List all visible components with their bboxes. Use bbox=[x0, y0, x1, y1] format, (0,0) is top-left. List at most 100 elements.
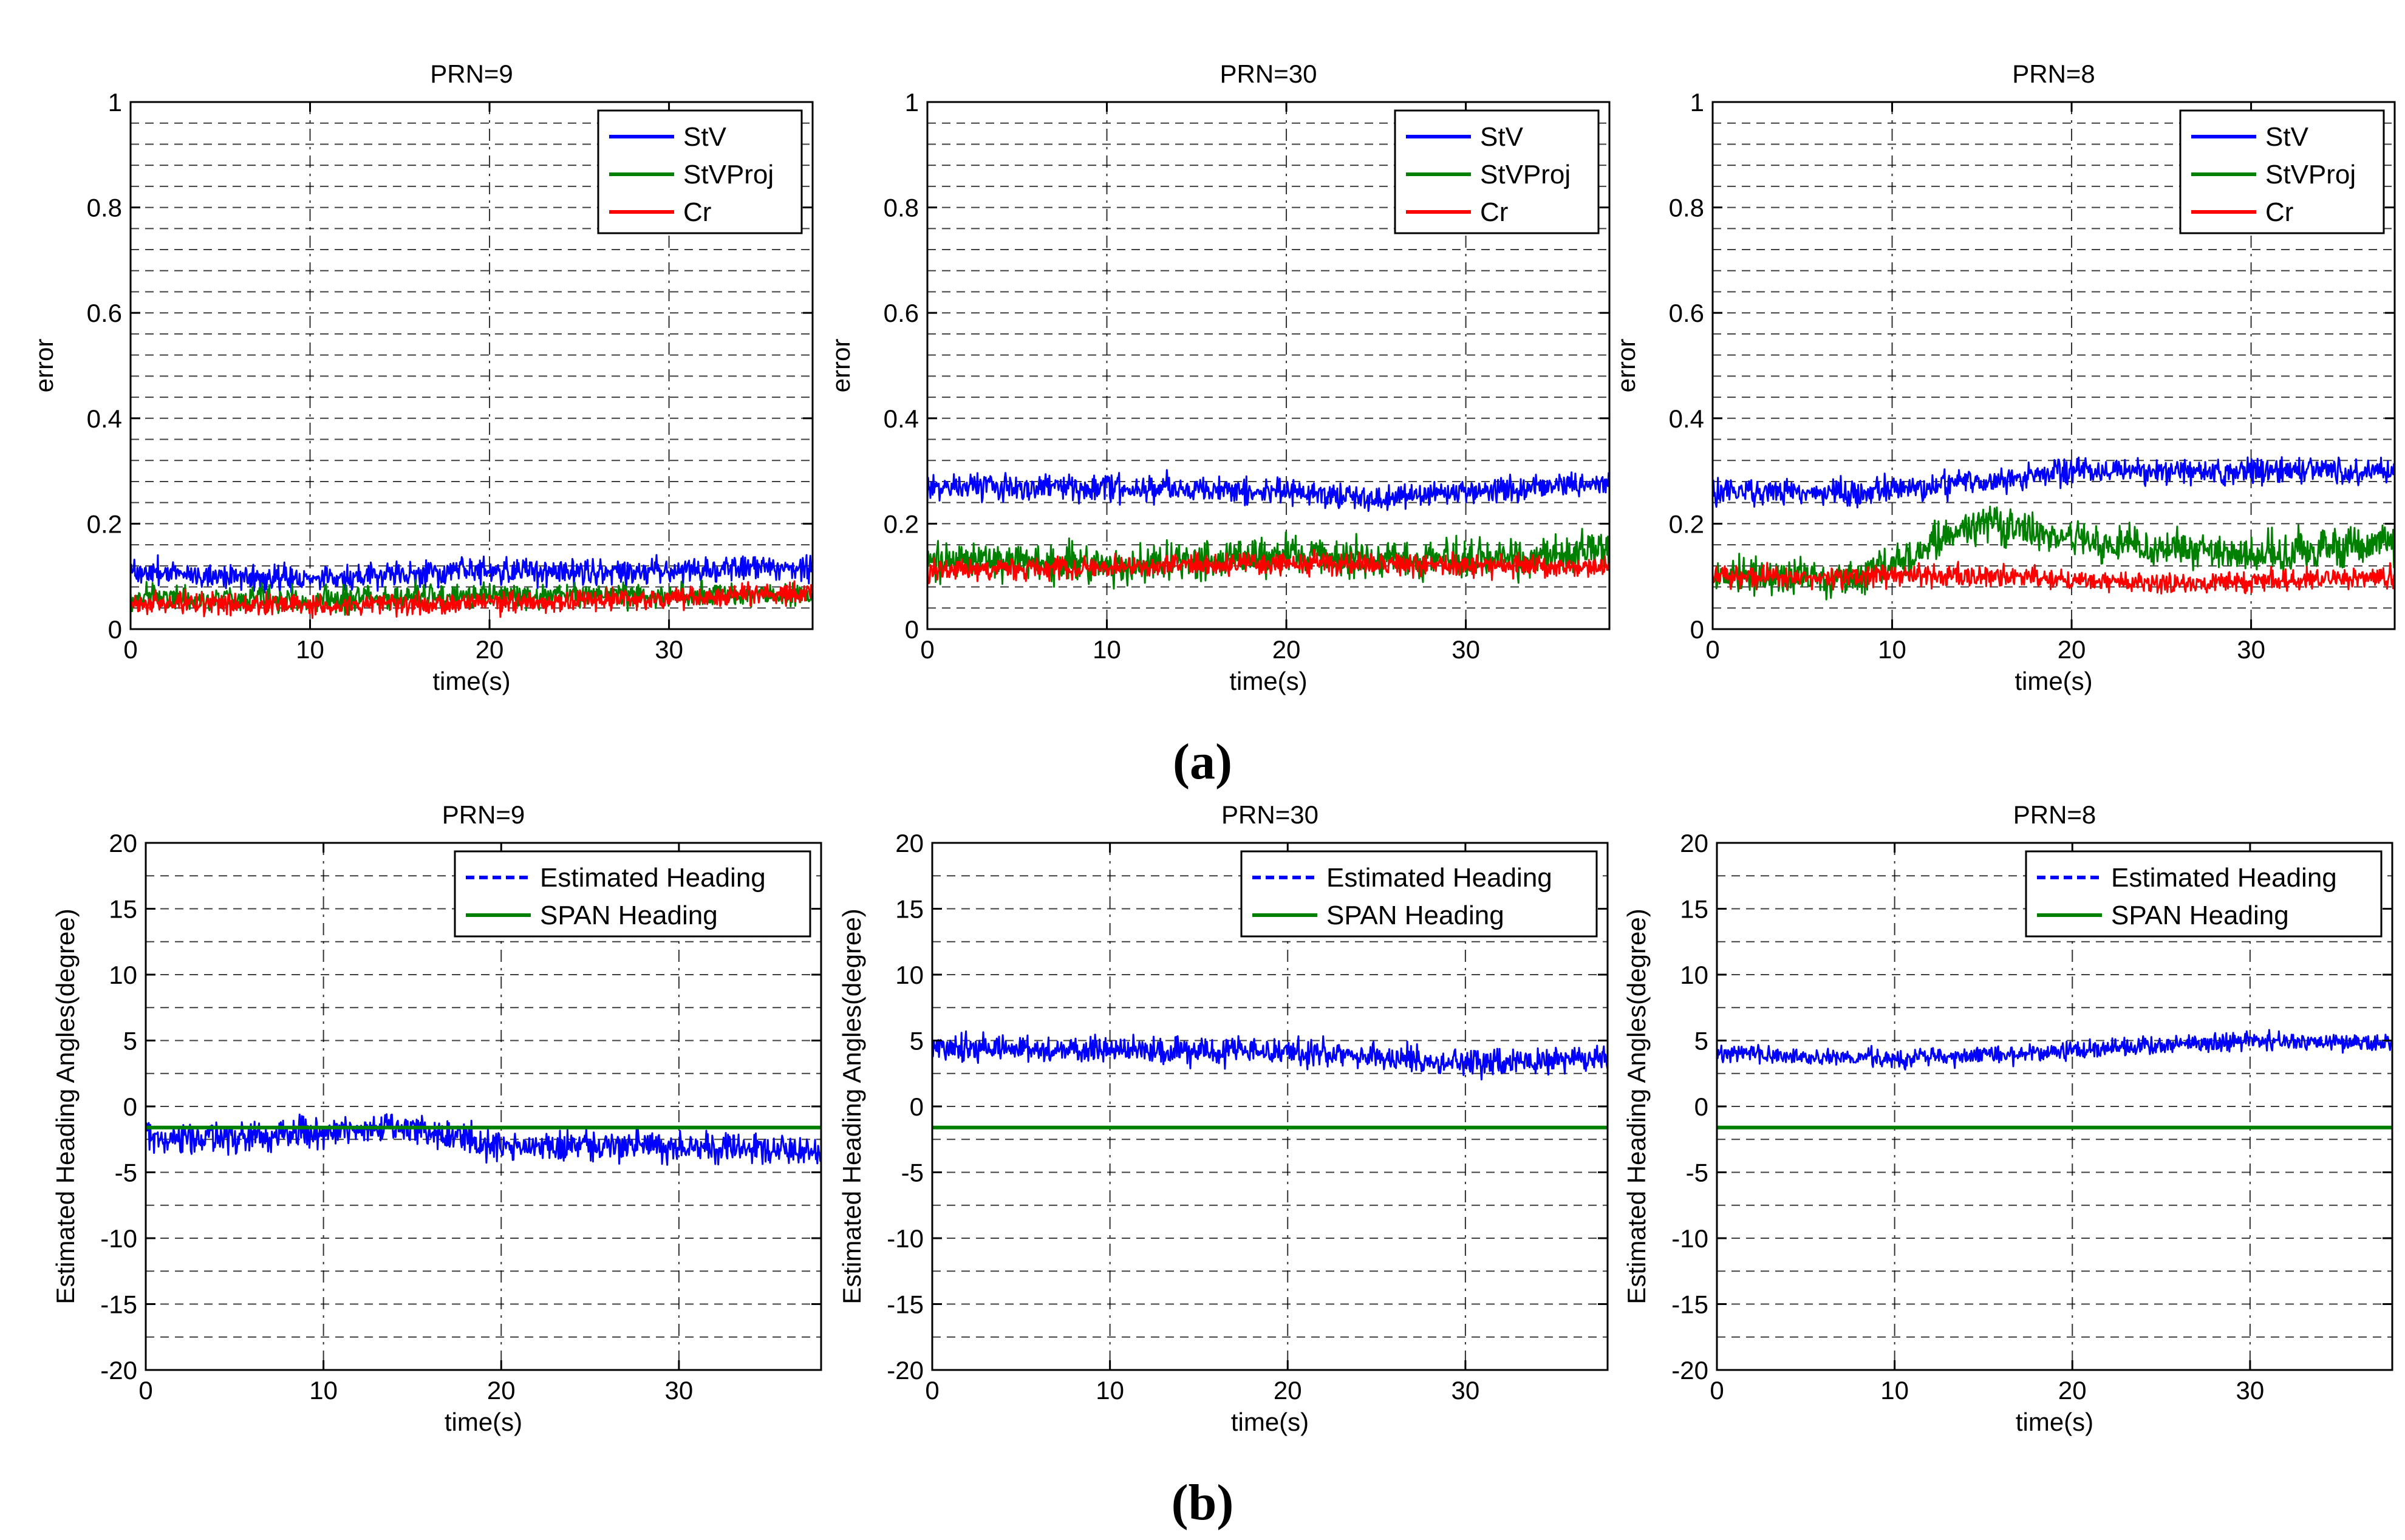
panel-label-b: (b) bbox=[1172, 1474, 1234, 1531]
y-tick-label: 10 bbox=[109, 961, 137, 989]
chart-title: PRN=30 bbox=[1221, 800, 1318, 829]
chart-4: 0 10 20 30 -20 -15 -10 -5 0 5 10 15 20 PRN=9 time(s) Es… bbox=[51, 800, 822, 1436]
legend-entry: Cr bbox=[683, 197, 711, 227]
y-tick-label: 0.4 bbox=[1669, 404, 1704, 433]
x-tick-label: 0 bbox=[138, 1376, 152, 1405]
x-tick-label: 0 bbox=[123, 635, 137, 664]
x-tick-label: 30 bbox=[1452, 1376, 1480, 1405]
x-tick-label: 30 bbox=[2236, 1376, 2265, 1405]
y-tick-label: 0 bbox=[123, 1092, 137, 1121]
x-axis-label: time(s) bbox=[445, 1408, 522, 1436]
x-tick-label: 20 bbox=[1274, 1376, 1302, 1405]
axes-frame bbox=[926, 101, 1611, 630]
y-tick-label: -15 bbox=[1671, 1290, 1708, 1319]
y-tick-label: 20 bbox=[1680, 829, 1708, 857]
series-line-stv bbox=[129, 554, 814, 594]
chart-title: PRN=9 bbox=[442, 800, 525, 829]
axes-frame bbox=[129, 101, 814, 630]
series-line-stv bbox=[926, 469, 1611, 512]
x-tick-label: 30 bbox=[665, 1376, 694, 1405]
y-tick-label: 0 bbox=[108, 615, 122, 644]
chart-6: 0 10 20 30 -20 -15 -10 -5 0 5 10 15 20 PRN=8 time(s) Es… bbox=[1622, 800, 2393, 1436]
series-line-estimated-heading bbox=[1716, 1029, 2393, 1071]
x-tick-label: 10 bbox=[1093, 635, 1121, 664]
y-tick-label: -15 bbox=[100, 1290, 137, 1319]
x-axis-label: time(s) bbox=[2016, 1408, 2093, 1436]
series-group bbox=[145, 1113, 822, 1166]
y-tick-label: 0.2 bbox=[1669, 509, 1704, 538]
ticks: 0 10 20 30 -20 -15 -10 -5 0 5 10 15 20 bbox=[100, 829, 821, 1405]
x-axis-label: time(s) bbox=[432, 667, 510, 695]
legend-entry: StV bbox=[1480, 122, 1524, 152]
y-tick-label: -10 bbox=[100, 1224, 137, 1253]
series-line-stvproj bbox=[1711, 505, 2396, 601]
y-tick-label: 0.6 bbox=[87, 299, 122, 327]
series-line-cr bbox=[129, 580, 813, 619]
legend: Estimated Heading SPAN Heading bbox=[2025, 850, 2383, 938]
y-tick-label: 0 bbox=[905, 615, 919, 644]
y-tick-label: 0.8 bbox=[1669, 194, 1704, 222]
x-tick-label: 0 bbox=[1710, 1376, 1724, 1405]
y-tick-label: -20 bbox=[887, 1356, 924, 1385]
y-tick-label: 20 bbox=[895, 829, 924, 857]
legend-entry: SPAN Heading bbox=[540, 901, 718, 930]
y-tick-label: 0 bbox=[1694, 1092, 1708, 1121]
x-tick-label: 0 bbox=[1705, 635, 1719, 664]
legend-entry: Cr bbox=[1480, 197, 1508, 227]
x-tick-label: 20 bbox=[2058, 635, 2086, 664]
y-tick-label: 15 bbox=[1680, 895, 1708, 924]
y-tick-label: 0 bbox=[1690, 615, 1704, 644]
y-tick-label: -10 bbox=[1671, 1224, 1708, 1253]
y-axis-label: error bbox=[827, 339, 855, 393]
legend-box bbox=[2025, 850, 2383, 938]
chart-1: 0 10 20 30 0 0.2 0.4 0.6 0.8 1 PRN=9 time(s) error St… bbox=[30, 60, 814, 695]
x-tick-label: 20 bbox=[476, 635, 504, 664]
x-tick-label: 20 bbox=[1272, 635, 1301, 664]
y-tick-label: 0.2 bbox=[87, 509, 122, 538]
legend-entry: StVProj bbox=[2265, 160, 2356, 189]
x-tick-label: 0 bbox=[925, 1376, 939, 1405]
x-axis-label: time(s) bbox=[1231, 1408, 1309, 1436]
ticks: 0 10 20 30 0 0.2 0.4 0.6 0.8 1 bbox=[884, 88, 1609, 664]
y-tick-label: -20 bbox=[1671, 1356, 1708, 1385]
series-line-stv bbox=[1711, 456, 2396, 509]
y-tick-label: -20 bbox=[100, 1356, 137, 1385]
chart-3: 0 10 20 30 0 0.2 0.4 0.6 0.8 1 PRN=8 time(s) error St… bbox=[1612, 60, 2396, 695]
x-axis-label: time(s) bbox=[2014, 667, 2092, 695]
legend: Estimated Heading SPAN Heading bbox=[1240, 850, 1598, 938]
y-tick-label: 10 bbox=[1680, 961, 1708, 989]
y-tick-label: 5 bbox=[123, 1027, 137, 1055]
y-tick-label: 0.8 bbox=[87, 194, 122, 222]
legend-entry: StVProj bbox=[683, 160, 774, 189]
y-tick-label: 0 bbox=[910, 1092, 924, 1121]
y-axis-label: Estimated Heading Angles(degree) bbox=[51, 908, 80, 1304]
ticks: 0 10 20 30 0 0.2 0.4 0.6 0.8 1 bbox=[87, 88, 813, 664]
legend-entry: Cr bbox=[2265, 197, 2293, 227]
y-tick-label: 0.4 bbox=[87, 404, 122, 433]
series-group bbox=[1716, 1029, 2393, 1129]
y-tick-label: 0.4 bbox=[884, 404, 919, 433]
y-tick-label: 15 bbox=[895, 895, 924, 924]
y-tick-label: -15 bbox=[887, 1290, 924, 1319]
y-tick-label: 0.6 bbox=[1669, 299, 1704, 327]
panel-label-a: (a) bbox=[1173, 734, 1232, 790]
y-tick-label: -5 bbox=[115, 1159, 137, 1187]
y-tick-label: -5 bbox=[1686, 1159, 1708, 1187]
legend-entry: StV bbox=[2265, 122, 2309, 152]
y-tick-label: 15 bbox=[109, 895, 137, 924]
axes-frame bbox=[1711, 101, 2396, 630]
y-tick-label: 0.6 bbox=[884, 299, 919, 327]
grid bbox=[131, 102, 813, 629]
y-tick-label: 10 bbox=[895, 961, 924, 989]
legend-entry: Estimated Heading bbox=[2111, 863, 2337, 893]
y-tick-label: 5 bbox=[1694, 1027, 1708, 1055]
chart-title: PRN=8 bbox=[2012, 60, 2095, 88]
y-tick-label: 1 bbox=[108, 88, 122, 117]
ticks: 0 10 20 30 -20 -15 -10 -5 0 5 10 15 20 bbox=[1671, 829, 2392, 1405]
chart-2: 0 10 20 30 0 0.2 0.4 0.6 0.8 1 PRN=30 time(s) error S… bbox=[827, 60, 1611, 695]
legend: StV StVProj Cr bbox=[597, 109, 803, 234]
x-tick-label: 10 bbox=[309, 1376, 338, 1405]
y-tick-label: -10 bbox=[887, 1224, 924, 1253]
series-group bbox=[1711, 456, 2396, 601]
y-axis-label: error bbox=[30, 339, 58, 393]
